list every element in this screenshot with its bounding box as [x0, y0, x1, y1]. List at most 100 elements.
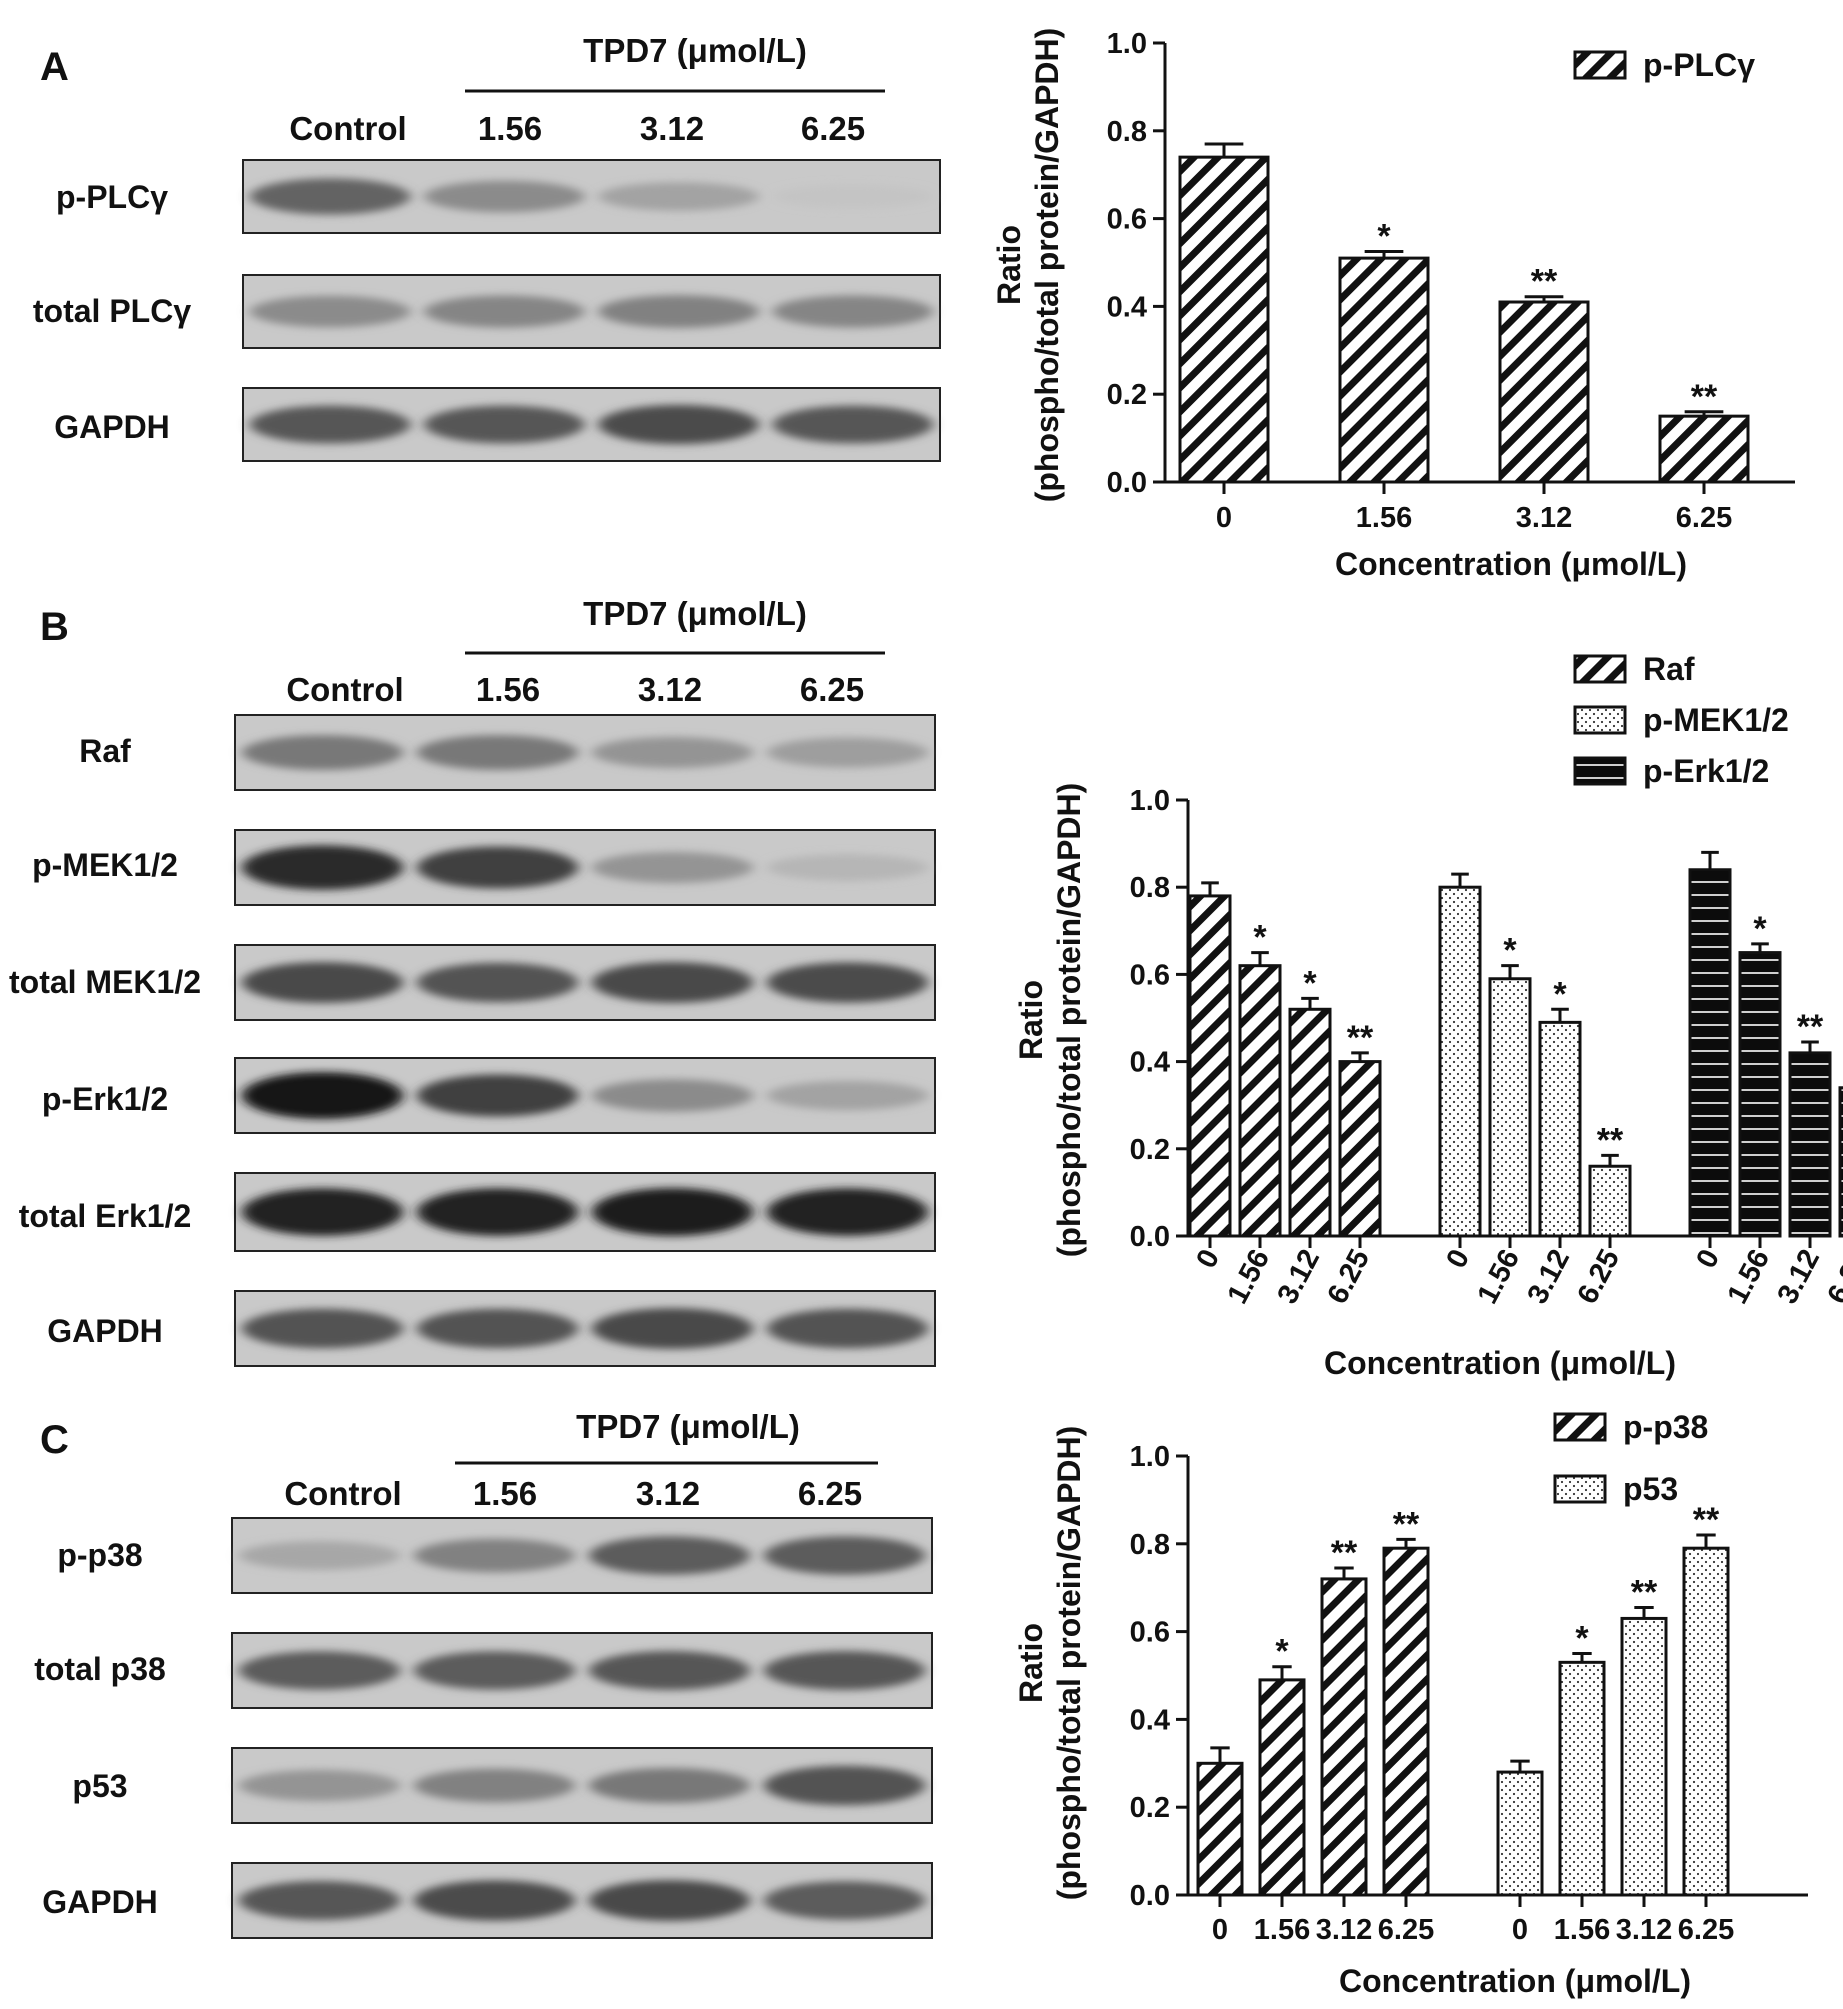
blot-a-lane-label: Control [289, 110, 406, 147]
y-tick-label: 0.2 [1107, 379, 1147, 411]
y-tick-label: 0.4 [1130, 1047, 1170, 1079]
x-tick-label: 1.56 [1356, 502, 1412, 534]
legend-swatch [1573, 654, 1627, 684]
blot-band [767, 1308, 928, 1349]
blot-a-row-strip [242, 159, 941, 234]
blot-c-row-label: p53 [72, 1768, 127, 1804]
x-tick-label: 6.25 [1378, 1914, 1434, 1946]
chart-c-ylabel-line2: (phospho/total protein/GAPDH) [1051, 1426, 1087, 1901]
blot-band [242, 1188, 403, 1236]
bar [1496, 1770, 1544, 1897]
y-tick-label: 0.6 [1130, 1617, 1170, 1649]
y-tick-label: 1.0 [1107, 28, 1147, 60]
blot-band [242, 962, 403, 1003]
legend-label: p53 [1623, 1471, 1678, 1507]
blot-band [417, 846, 578, 889]
blot-band [417, 1188, 578, 1236]
blot-b: TPD7 (μmol/L) Control 1.56 3.12 6.25 Raf… [9, 595, 936, 1367]
legend-label: p-Erk1/2 [1643, 753, 1769, 789]
y-tick-label: 0.0 [1107, 467, 1147, 499]
chart-a-ylabel-line2: (phospho/total protein/GAPDH) [1029, 28, 1065, 503]
blot-band [414, 1880, 575, 1921]
significance-marker: ** [1693, 1501, 1720, 1539]
panel-b: B TPD7 (μmol/L) Control 1.56 3.12 6.25 R… [9, 595, 1843, 1381]
blot-band [239, 1651, 400, 1690]
significance-marker: * [1503, 932, 1517, 970]
bar [1658, 414, 1750, 484]
blot-band [767, 854, 928, 881]
blot-band [249, 405, 411, 444]
y-tick-label: 0.8 [1130, 872, 1170, 904]
significance-marker: * [1377, 218, 1391, 256]
blot-c-lane-label: 1.56 [473, 1475, 537, 1512]
panel-b-letter: B [40, 605, 69, 649]
blot-c-lane-label: Control [284, 1475, 401, 1512]
blot-b-row-strip [234, 829, 936, 906]
significance-marker: ** [1691, 378, 1718, 416]
y-tick-label: 0.2 [1130, 1792, 1170, 1824]
blot-band [772, 405, 934, 444]
significance-marker: * [1303, 964, 1317, 1002]
chart-b-ylabel-line2: (phospho/total protein/GAPDH) [1051, 783, 1087, 1258]
blot-b-row-label: p-MEK1/2 [32, 847, 178, 883]
blot-c-row-label: p-p38 [57, 1537, 142, 1573]
significance-marker: ** [1597, 1121, 1624, 1159]
blot-a-lane-label: 1.56 [478, 110, 542, 147]
legend-swatch [1573, 705, 1627, 735]
y-tick-label: 0.0 [1130, 1221, 1170, 1253]
y-tick-label: 0.2 [1130, 1134, 1170, 1166]
x-tick-label: 1.56 [1721, 1244, 1776, 1309]
blot-b-row-label: Raf [79, 733, 131, 769]
legend-label: p-p38 [1623, 1409, 1708, 1445]
bar [1238, 964, 1282, 1238]
x-tick-label: 0 [1216, 502, 1232, 534]
legend-swatch [1573, 50, 1627, 80]
blot-a: TPD7 (μmol/L) Control 1.56 3.12 6.25 p-P… [33, 32, 941, 462]
bar [1682, 1546, 1730, 1897]
significance-marker: * [1575, 1620, 1589, 1658]
x-tick-label: 3.12 [1616, 1914, 1672, 1946]
blot-c-lane-label: 6.25 [798, 1475, 862, 1512]
blot-b-lane-label: 3.12 [638, 671, 702, 708]
bar [1688, 868, 1732, 1238]
blot-band [242, 1072, 403, 1119]
blot-c-treatment-label: TPD7 (μmol/L) [576, 1408, 800, 1445]
bar [1320, 1577, 1368, 1897]
legend-label: Raf [1643, 651, 1695, 687]
x-tick-label: 0 [1440, 1244, 1476, 1273]
blot-b-lane-label: Control [286, 671, 403, 708]
blot-band [767, 962, 928, 1003]
blot-b-row-strip [234, 1057, 936, 1134]
x-tick-label: 1.56 [1471, 1244, 1526, 1309]
bar [1338, 256, 1430, 484]
blot-band [592, 736, 753, 769]
bar [1838, 1086, 1843, 1238]
blot-band [598, 182, 759, 211]
blot-band [598, 404, 759, 445]
x-tick-label: 0 [1690, 1244, 1726, 1273]
blot-band [242, 735, 403, 770]
blot-b-row-strip [234, 1172, 936, 1252]
bar [1188, 894, 1232, 1238]
y-tick-label: 0.6 [1130, 959, 1170, 991]
significance-marker: * [1753, 910, 1767, 948]
x-tick-label: 1.56 [1254, 1914, 1310, 1946]
blot-c: TPD7 (μmol/L) Control 1.56 3.12 6.25 p-p… [34, 1408, 933, 1939]
legend-label: p-MEK1/2 [1643, 702, 1789, 738]
blot-band [414, 1768, 575, 1803]
blot-band [592, 1308, 753, 1349]
legend-label: p-PLCγ [1643, 47, 1755, 83]
x-tick-label: 0 [1512, 1914, 1528, 1946]
panel-a-letter: A [40, 45, 69, 89]
significance-marker: ** [1393, 1505, 1420, 1543]
blot-b-row-label: total Erk1/2 [19, 1198, 192, 1234]
blot-a-treatment-label: TPD7 (μmol/L) [583, 32, 807, 69]
bar [1196, 1761, 1244, 1897]
blot-b-row-label: total MEK1/2 [9, 964, 201, 1000]
chart-b: Ratio (phospho/total protein/GAPDH) Conc… [1013, 651, 1843, 1381]
blot-band [592, 851, 753, 884]
blot-band [417, 735, 578, 770]
blot-band [598, 295, 759, 328]
bar [1738, 951, 1782, 1238]
